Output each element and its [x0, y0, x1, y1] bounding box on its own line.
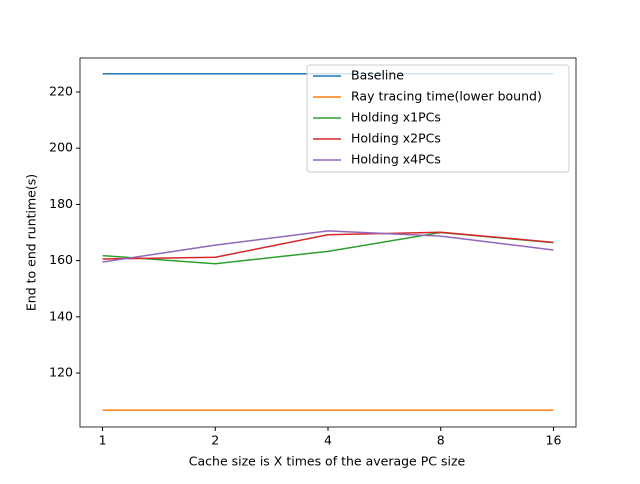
y-tick-label: 120: [49, 365, 73, 380]
y-tick-label: 200: [49, 140, 73, 155]
y-tick-label: 160: [49, 252, 73, 267]
x-tick-label: 2: [211, 433, 219, 448]
x-tick-label: 4: [324, 433, 332, 448]
x-tick-label: 8: [437, 433, 445, 448]
y-tick-label: 220: [49, 84, 73, 99]
legend-label: Baseline: [351, 68, 404, 83]
legend-box: [306, 64, 570, 173]
legend-label: Holding x1PCs: [351, 110, 441, 125]
series-line: [102, 231, 554, 260]
x-tick-label: 1: [99, 433, 107, 448]
series-line: [102, 231, 554, 265]
y-tick-label: 140: [49, 308, 73, 323]
legend-label: Ray tracing time(lower bound): [351, 89, 542, 104]
y-tick-label: 180: [49, 196, 73, 211]
x-axis-label: Cache size is X times of the average PC …: [189, 454, 466, 469]
plot-frame: [79, 57, 577, 428]
y-axis-label: End to end runtime(s): [24, 174, 39, 311]
series-line: [102, 230, 554, 263]
legend-label: Holding x2PCs: [351, 131, 441, 146]
legend-label: Holding x4PCs: [351, 152, 441, 167]
x-tick-label: 16: [546, 433, 562, 448]
